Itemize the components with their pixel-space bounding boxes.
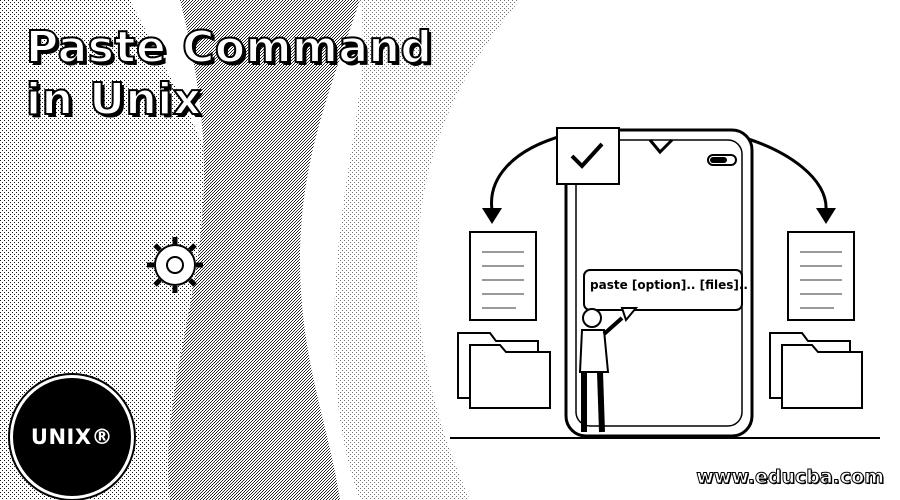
title-line-2: in Unix <box>25 73 202 126</box>
gear-icon <box>147 237 203 293</box>
unix-logo-text: UNIX® <box>30 425 114 449</box>
site-url: www.educba.com <box>696 466 885 489</box>
curved-arrow-icon <box>490 133 828 211</box>
folder-icon <box>457 332 551 409</box>
page-title: Paste Command in Unix <box>25 21 433 126</box>
unix-logo: UNIX® <box>10 375 134 499</box>
folder-icon <box>769 332 863 409</box>
person-icon <box>578 308 624 433</box>
title-line-1: Paste Command <box>25 21 433 74</box>
document-icon <box>469 231 537 321</box>
document-icon <box>787 231 855 321</box>
command-syntax-text: paste [option].. [files].. <box>590 278 748 292</box>
checkmark-icon <box>556 127 620 185</box>
